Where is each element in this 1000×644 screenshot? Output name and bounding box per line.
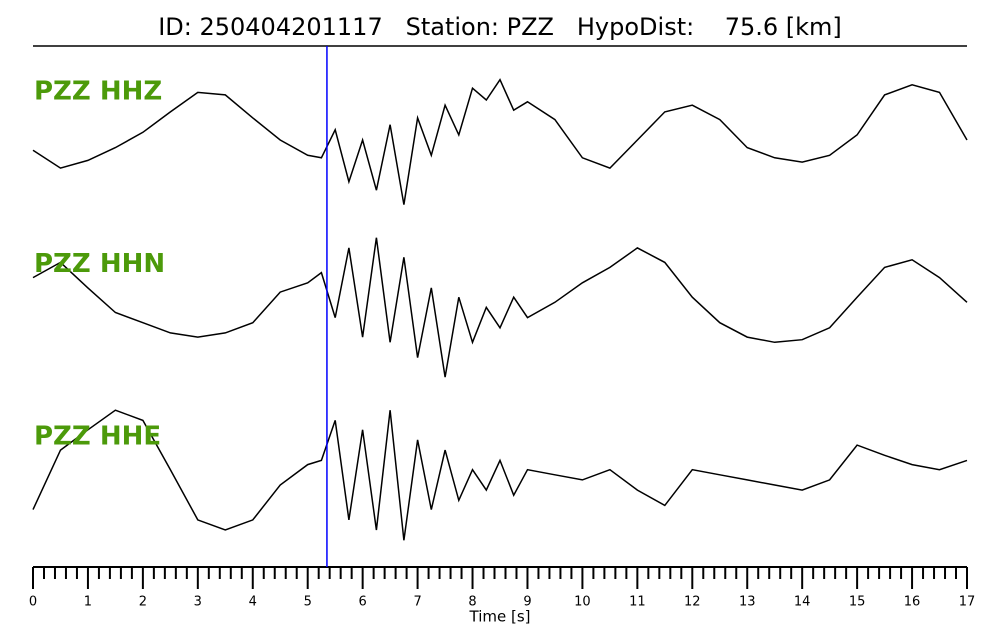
x-tick-label: 7: [413, 595, 421, 610]
x-tick-label: 10: [574, 595, 591, 610]
trace-label: PZZ HHE: [34, 422, 161, 452]
trace: [32, 78, 968, 205]
x-tick-label: 0: [29, 595, 37, 610]
trace: [32, 409, 968, 541]
x-tick-label: 16: [904, 595, 921, 610]
x-tick-label: 14: [794, 595, 811, 610]
x-tick-label: 12: [684, 595, 701, 610]
trace-label: PZZ HHN: [34, 249, 165, 279]
x-tick-label: 2: [139, 595, 147, 610]
trace-label: PZZ HHZ: [34, 77, 162, 107]
x-tick-label: 15: [849, 595, 866, 610]
x-tick-label: 9: [523, 595, 531, 610]
trace: [32, 237, 968, 378]
x-tick-label: 4: [249, 595, 257, 610]
x-tick-label: 3: [194, 595, 202, 610]
chart-title: ID: 250404201117 Station: PZZ HypoDist: …: [158, 13, 842, 41]
x-tick-label: 17: [959, 595, 976, 610]
x-tick-label: 13: [739, 595, 756, 610]
x-tick-label: 11: [629, 595, 646, 610]
x-tick-label: 5: [304, 595, 312, 610]
x-tick-label: 8: [468, 595, 476, 610]
x-tick-label: 1: [84, 595, 92, 610]
x-axis-label: Time [s]: [469, 608, 531, 626]
x-tick-label: 6: [359, 595, 367, 610]
